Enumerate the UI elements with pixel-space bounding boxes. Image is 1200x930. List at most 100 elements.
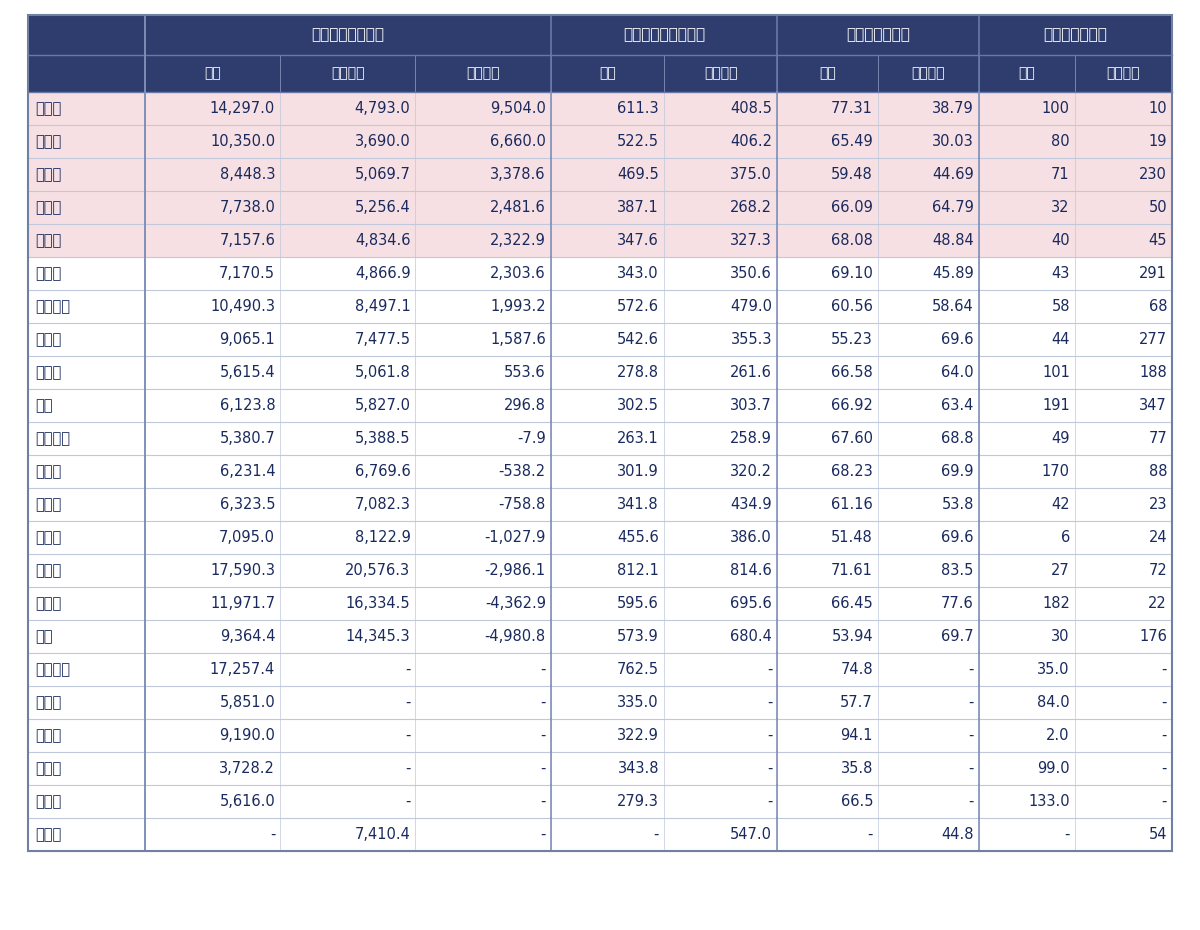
Text: 7,170.5: 7,170.5 (220, 266, 275, 281)
Text: 44.8: 44.8 (941, 827, 974, 842)
Text: 64.0: 64.0 (941, 365, 974, 380)
Text: 182: 182 (1042, 596, 1070, 611)
Text: 20,576.3: 20,576.3 (346, 563, 410, 578)
Text: 547.0: 547.0 (730, 827, 772, 842)
Text: 268.2: 268.2 (730, 200, 772, 215)
Text: 814.6: 814.6 (731, 563, 772, 578)
Text: 100: 100 (1042, 101, 1070, 116)
Text: 4,866.9: 4,866.9 (355, 266, 410, 281)
Text: -: - (406, 761, 410, 776)
Text: 30: 30 (1051, 629, 1070, 644)
Text: 680.4: 680.4 (731, 629, 772, 644)
Text: 71.61: 71.61 (832, 563, 874, 578)
Text: 品川区: 品川区 (35, 596, 61, 611)
Bar (28, 620, 1172, 653)
Text: 杉並区: 杉並区 (35, 530, 61, 545)
Text: 542.6: 542.6 (617, 332, 659, 347)
Text: 455.6: 455.6 (617, 530, 659, 545)
Text: -: - (767, 662, 772, 677)
Text: -: - (406, 728, 410, 743)
Text: 平均価格（万円）: 平均価格（万円） (311, 28, 384, 43)
Bar (28, 818, 1172, 851)
Text: 目黒区: 目黒区 (35, 728, 61, 743)
Text: 11,971.7: 11,971.7 (210, 596, 275, 611)
Text: 千代田区: 千代田区 (35, 662, 70, 677)
Text: 60.56: 60.56 (832, 299, 874, 314)
Bar (28, 224, 1172, 257)
Text: 文京区: 文京区 (35, 101, 61, 116)
Text: 572.6: 572.6 (617, 299, 659, 314)
Text: 23: 23 (1148, 497, 1166, 512)
Text: 611.3: 611.3 (617, 101, 659, 116)
Text: 335.0: 335.0 (617, 695, 659, 710)
Text: 303.7: 303.7 (731, 398, 772, 413)
Text: 67.60: 67.60 (832, 431, 874, 446)
Text: 68.08: 68.08 (832, 233, 874, 248)
Text: 当月: 当月 (599, 67, 616, 81)
Bar (28, 389, 1172, 422)
Text: 65.49: 65.49 (832, 134, 874, 149)
Text: 68.8: 68.8 (941, 431, 974, 446)
Text: 江戸川区: 江戸川区 (35, 431, 70, 446)
Text: 63.4: 63.4 (942, 398, 974, 413)
Text: 葛飾区: 葛飾区 (35, 794, 61, 809)
Text: -: - (968, 695, 974, 710)
Text: 170: 170 (1042, 464, 1070, 479)
Text: 5,256.4: 5,256.4 (355, 200, 410, 215)
Text: 347.6: 347.6 (617, 233, 659, 248)
Text: -4,980.8: -4,980.8 (485, 629, 546, 644)
Text: 6,231.4: 6,231.4 (220, 464, 275, 479)
Text: 343.8: 343.8 (618, 761, 659, 776)
Text: 板橋区: 板橋区 (35, 266, 61, 281)
Text: 40: 40 (1051, 233, 1070, 248)
Text: -: - (654, 827, 659, 842)
Text: 66.09: 66.09 (832, 200, 874, 215)
Text: 66.58: 66.58 (832, 365, 874, 380)
Bar (28, 191, 1172, 224)
Text: 58: 58 (1051, 299, 1070, 314)
Bar (28, 323, 1172, 356)
Text: 296.8: 296.8 (504, 398, 546, 413)
Text: -1,027.9: -1,027.9 (485, 530, 546, 545)
Bar (28, 15, 1172, 851)
Text: 5,851.0: 5,851.0 (220, 695, 275, 710)
Text: 当月: 当月 (820, 67, 836, 81)
Bar (28, 653, 1172, 686)
Text: 61.16: 61.16 (832, 497, 874, 512)
Bar (28, 158, 1172, 191)
Text: 8,497.1: 8,497.1 (355, 299, 410, 314)
Text: 江東区: 江東区 (35, 464, 61, 479)
Text: -: - (868, 827, 874, 842)
Text: 71: 71 (1051, 167, 1070, 182)
Bar (28, 587, 1172, 620)
Text: 7,477.5: 7,477.5 (354, 332, 410, 347)
Text: 261.6: 261.6 (731, 365, 772, 380)
Text: -: - (968, 728, 974, 743)
Text: 99.0: 99.0 (1037, 761, 1070, 776)
Bar (28, 422, 1172, 455)
Text: 前年同月: 前年同月 (1106, 67, 1140, 81)
Bar (28, 521, 1172, 554)
Text: 平均面積（㎡）: 平均面積（㎡） (846, 28, 910, 43)
Text: 291: 291 (1139, 266, 1166, 281)
Text: 133.0: 133.0 (1028, 794, 1070, 809)
Text: 9,190.0: 9,190.0 (220, 728, 275, 743)
Text: -: - (1162, 695, 1166, 710)
Text: -: - (968, 794, 974, 809)
Text: 9,065.1: 9,065.1 (220, 332, 275, 347)
Text: 350.6: 350.6 (731, 266, 772, 281)
Text: 375.0: 375.0 (731, 167, 772, 182)
Text: 価格増減: 価格増減 (467, 67, 500, 81)
Text: -: - (767, 695, 772, 710)
Text: 387.1: 387.1 (617, 200, 659, 215)
Text: 347: 347 (1139, 398, 1166, 413)
Text: -: - (540, 695, 546, 710)
Bar (28, 455, 1172, 488)
Text: 53.94: 53.94 (832, 629, 874, 644)
Bar (28, 554, 1172, 587)
Text: 64.79: 64.79 (932, 200, 974, 215)
Text: 6,660.0: 6,660.0 (490, 134, 546, 149)
Text: 22: 22 (1148, 596, 1166, 611)
Text: 7,410.4: 7,410.4 (355, 827, 410, 842)
Text: 6,323.5: 6,323.5 (220, 497, 275, 512)
